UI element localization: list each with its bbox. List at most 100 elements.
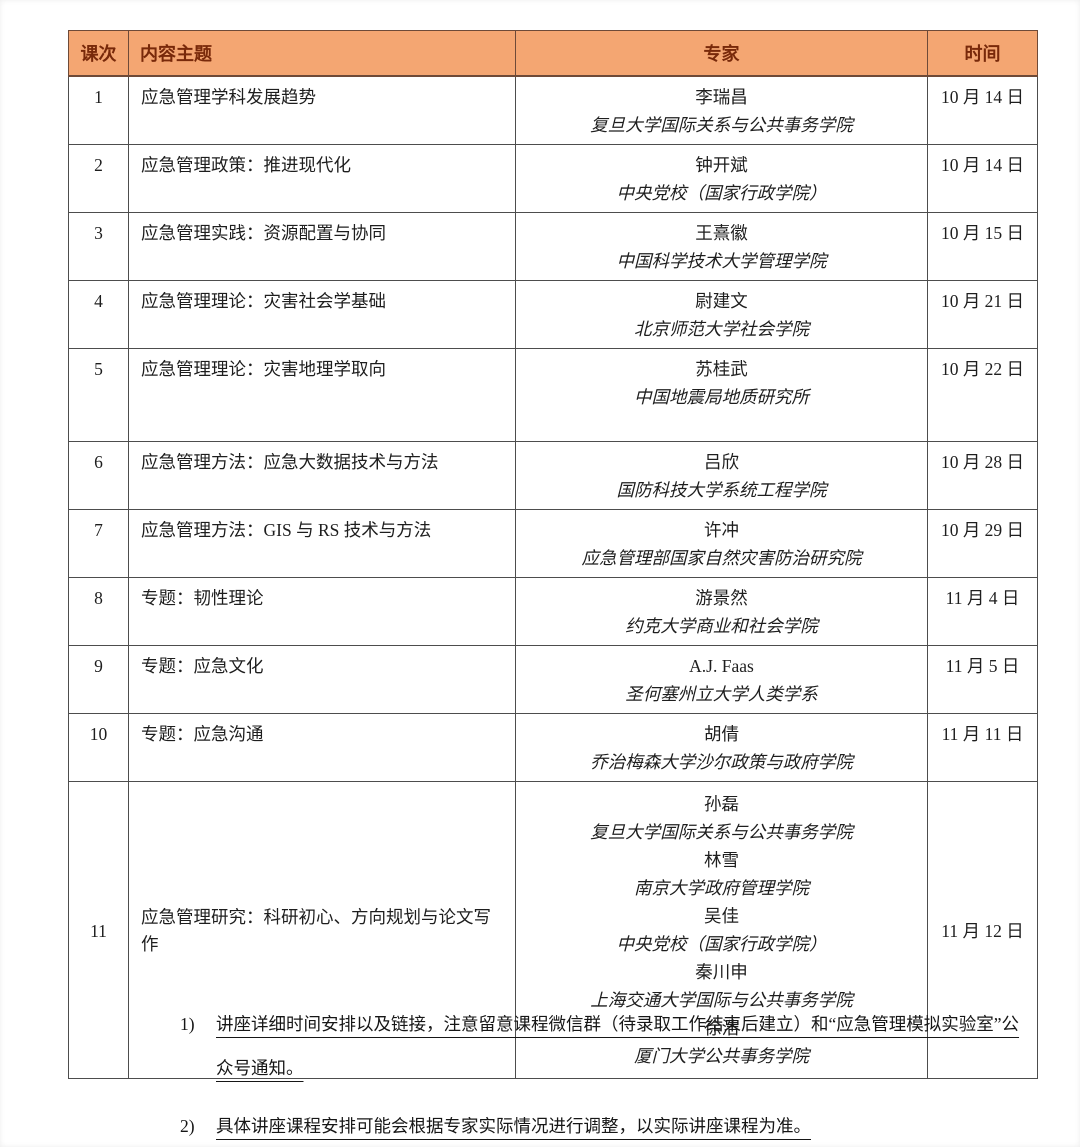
course-number: 2	[68, 144, 129, 213]
course-number: 6	[68, 441, 129, 510]
expert-name: 尉建文	[695, 291, 748, 311]
header-expert: 专家	[515, 30, 928, 77]
header-lesson-number: 课次	[68, 30, 129, 77]
course-number: 9	[68, 645, 129, 714]
course-row: 11 应急管理研究：科研初心、方向规划与论文写作 孙磊复旦大学国际关系与公共事务…	[68, 781, 1038, 1079]
header-topic: 内容主题	[128, 30, 516, 77]
course-number: 11	[68, 781, 129, 1079]
header-row: 课次 内容主题 专家 时间	[68, 30, 1038, 77]
course-number: 7	[68, 509, 129, 578]
course-number: 4	[68, 280, 129, 349]
footnote-number: 1)	[180, 1014, 195, 1034]
expert-name: 苏桂武	[695, 359, 748, 379]
expert-name: 许冲	[704, 520, 739, 540]
course-row: 6 应急管理方法：应急大数据技术与方法 吕欣国防科技大学系统工程学院 10 月 …	[68, 441, 1038, 510]
course-row: 5 应急管理理论：灾害地理学取向 苏桂武中国地震局地质研究所 10 月 22 日	[68, 348, 1038, 442]
course-number: 3	[68, 212, 129, 281]
course-date: 10 月 14 日	[927, 75, 1038, 145]
course-experts: 孙磊复旦大学国际关系与公共事务学院 林雪南京大学政府管理学院 吴佳中央党校（国家行政…	[515, 781, 928, 1079]
course-date: 11 月 12 日	[927, 781, 1038, 1079]
course-topic: 专题：应急文化	[128, 645, 516, 714]
expert-affiliation: 中央党校（国家行政学院）	[616, 183, 827, 203]
course-experts: 尉建文北京师范大学社会学院	[515, 280, 928, 349]
expert-name: 胡倩	[704, 724, 739, 744]
expert-affiliation: 中国地震局地质研究所	[634, 387, 809, 407]
course-row: 8 专题：韧性理论 游景然约克大学商业和社会学院 11 月 4 日	[68, 577, 1038, 646]
course-date: 10 月 22 日	[927, 348, 1038, 442]
expert-affiliation: 乔治梅森大学沙尔政策与政府学院	[590, 752, 853, 772]
course-row: 9 专题：应急文化 A.J. Faas 圣何塞州立大学人类学系 11 月 5 日	[68, 645, 1038, 714]
course-experts: 游景然约克大学商业和社会学院	[515, 577, 928, 646]
course-date: 11 月 11 日	[927, 713, 1038, 782]
course-date: 10 月 14 日	[927, 144, 1038, 213]
course-row: 4 应急管理理论：灾害社会学基础 尉建文北京师范大学社会学院 10 月 21 日	[68, 280, 1038, 349]
course-topic: 应急管理理论：灾害地理学取向	[128, 348, 516, 442]
course-table-body: 1 应急管理学科发展趋势 李瑞昌复旦大学国际关系与公共事务学院 10 月 14 …	[68, 75, 1038, 1079]
expert-affiliation: 上海交通大学国际与公共事务学院	[590, 990, 853, 1010]
course-date: 10 月 29 日	[927, 509, 1038, 578]
expert-name: 王熹徽	[695, 223, 748, 243]
course-row: 3 应急管理实践：资源配置与协同 王熹徽中国科学技术大学管理学院 10 月 15…	[68, 212, 1038, 281]
footnote: 2) 具体讲座课程安排可能会根据专家实际情况进行调整，以实际讲座课程为准。	[180, 1104, 1038, 1147]
expert-affiliation: 复旦大学国际关系与公共事务学院	[590, 822, 853, 842]
expert-affiliation: 中国科学技术大学管理学院	[616, 251, 827, 271]
course-topic: 应急管理方法：应急大数据技术与方法	[128, 441, 516, 510]
course-experts: 胡倩乔治梅森大学沙尔政策与政府学院	[515, 713, 928, 782]
course-topic: 专题：韧性理论	[128, 577, 516, 646]
course-row: 10 专题：应急沟通 胡倩 乔治梅森大学沙尔政策与政府学院 11 月 11 日	[68, 713, 1038, 782]
footnote-text: 具体讲座课程安排可能会根据专家实际情况进行调整，以实际讲座课程为准。	[216, 1116, 811, 1136]
expert-name: 游景然	[695, 588, 748, 608]
course-experts: 许冲应急管理部国家自然灾害防治研究院	[515, 509, 928, 578]
expert-affiliation: 应急管理部国家自然灾害防治研究院	[581, 548, 862, 568]
course-topic: 应急管理方法：GIS 与 RS 技术与方法	[128, 509, 516, 578]
course-experts: 李瑞昌复旦大学国际关系与公共事务学院	[515, 75, 928, 145]
course-experts: 苏桂武中国地震局地质研究所	[515, 348, 928, 442]
course-row: 7 应急管理方法：GIS 与 RS 技术与方法 许冲应急管理部国家自然灾害防治研…	[68, 509, 1038, 578]
course-row: 2 应急管理政策：推进现代化 钟开斌中央党校（国家行政学院） 10 月 14 日	[68, 144, 1038, 213]
expert-name: A.J. Faas	[689, 656, 754, 676]
footnote: 1) 讲座详细时间安排以及链接，注意留意课程微信群（待录取工作结束后建立）和“应…	[180, 1002, 1038, 1090]
expert-affiliation: 厦门大学公共事务学院	[634, 1046, 809, 1066]
course-topic: 应急管理政策：推进现代化	[128, 144, 516, 213]
header-date: 时间	[927, 30, 1038, 77]
expert-name: 徐浩	[704, 1018, 739, 1038]
course-experts: 钟开斌中央党校（国家行政学院）	[515, 144, 928, 213]
expert-name: 吕欣	[704, 452, 739, 472]
course-topic: 应急管理学科发展趋势	[128, 75, 516, 145]
expert-affiliation: 国防科技大学系统工程学院	[616, 480, 827, 500]
expert-affiliation: 北京师范大学社会学院	[634, 319, 809, 339]
course-schedule-table: 课次 内容主题 专家 时间 1 应急管理学科发展趋势 李瑞昌复旦大学国际关系与公…	[68, 30, 1038, 1079]
course-date: 10 月 28 日	[927, 441, 1038, 510]
table-header: 课次 内容主题 专家 时间	[68, 30, 1038, 77]
expert-affiliation: 南京大学政府管理学院	[634, 878, 809, 898]
course-number: 8	[68, 577, 129, 646]
course-experts: A.J. Faas 圣何塞州立大学人类学系	[515, 645, 928, 714]
course-row: 1 应急管理学科发展趋势 李瑞昌复旦大学国际关系与公共事务学院 10 月 14 …	[68, 75, 1038, 145]
course-number: 5	[68, 348, 129, 442]
expert-name: 钟开斌	[695, 155, 748, 175]
course-experts: 王熹徽中国科学技术大学管理学院	[515, 212, 928, 281]
expert-name: 吴佳	[704, 906, 739, 926]
footnote-number: 2)	[180, 1116, 195, 1136]
expert-name: 李瑞昌	[695, 87, 748, 107]
expert-affiliation: 中央党校（国家行政学院）	[616, 934, 827, 954]
footnote-text: 讲座详细时间安排以及链接，注意留意课程微信群（待录取工作结束后建立）和“应急管理…	[216, 1014, 1020, 1078]
course-experts: 吕欣国防科技大学系统工程学院	[515, 441, 928, 510]
expert-name: 孙磊	[704, 794, 739, 814]
course-topic: 应急管理实践：资源配置与协同	[128, 212, 516, 281]
expert-affiliation: 复旦大学国际关系与公共事务学院	[590, 115, 853, 135]
course-date: 10 月 21 日	[927, 280, 1038, 349]
course-topic: 应急管理研究：科研初心、方向规划与论文写作	[128, 781, 516, 1079]
course-date: 10 月 15 日	[927, 212, 1038, 281]
expert-affiliation: 约克大学商业和社会学院	[625, 616, 818, 636]
course-topic: 专题：应急沟通	[128, 713, 516, 782]
footnotes: 1) 讲座详细时间安排以及链接，注意留意课程微信群（待录取工作结束后建立）和“应…	[180, 1002, 1038, 1147]
course-number: 1	[68, 75, 129, 145]
course-topic: 应急管理理论：灾害社会学基础	[128, 280, 516, 349]
course-date: 11 月 4 日	[927, 577, 1038, 646]
expert-affiliation: 圣何塞州立大学人类学系	[625, 684, 818, 704]
course-date: 11 月 5 日	[927, 645, 1038, 714]
expert-name: 秦川申	[695, 962, 748, 982]
expert-name: 林雪	[704, 850, 739, 870]
